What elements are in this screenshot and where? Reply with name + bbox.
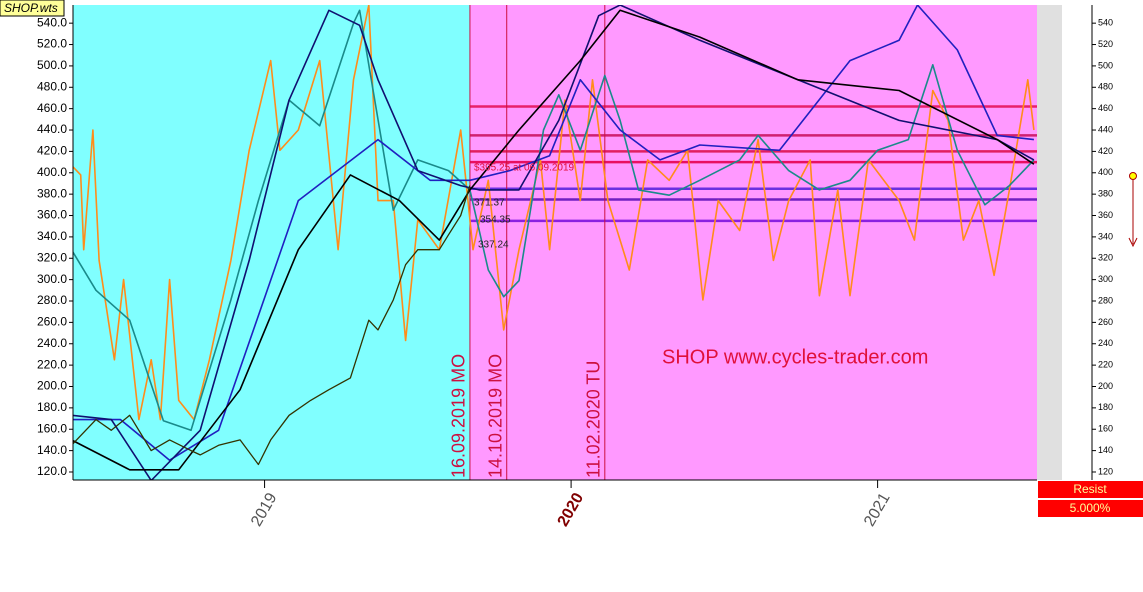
panel-value-box: [1038, 500, 1143, 517]
y-tick-label: 480.0: [37, 79, 67, 93]
y-tick-label: 180.0: [37, 400, 67, 414]
y2-tick-label: 120: [1098, 466, 1113, 476]
y-tick-label: 420.0: [37, 144, 67, 158]
y2-tick-label: 460: [1098, 103, 1113, 113]
series-line: [73, 9, 1035, 432]
y2-tick-label: 480: [1098, 82, 1113, 92]
panel-value: 5.000%: [1070, 501, 1111, 515]
y2-tick-label: 420: [1098, 146, 1113, 156]
y-tick-label: 540.0: [37, 15, 67, 29]
x-tick-label: 2020: [555, 490, 588, 529]
y2-tick-label: 500: [1098, 60, 1113, 70]
y-tick-label: 240.0: [37, 336, 67, 350]
watermark: SHOP www.cycles-trader.com: [662, 346, 928, 368]
y-tick-label: 260.0: [37, 315, 67, 329]
y-tick-label: 360.0: [37, 208, 67, 222]
y-tick-label: 500.0: [37, 58, 67, 72]
y2-tick-label: 400: [1098, 167, 1113, 177]
y-tick-label: 300.0: [37, 272, 67, 286]
y2-tick-label: 360: [1098, 210, 1113, 220]
annotation: 371.37: [474, 198, 505, 209]
y-tick-label: 340.0: [37, 229, 67, 243]
y2-tick-label: 280: [1098, 295, 1113, 305]
series-line: [73, 185, 471, 466]
y2-tick-label: 220: [1098, 359, 1113, 369]
y-tick-label: 140.0: [37, 443, 67, 457]
side-strip: [1037, 5, 1062, 480]
annotation: $395.25 at 06.09.2019: [474, 163, 575, 174]
header: SHOP.wts: [4, 1, 58, 15]
y-tick-label: 440.0: [37, 122, 67, 136]
y-tick-label: 220.0: [37, 357, 67, 371]
y2-tick-label: 520: [1098, 39, 1113, 49]
x-tick-label: 2019: [248, 490, 281, 529]
y-tick-label: 320.0: [37, 250, 67, 264]
series-line: [73, 5, 1035, 480]
series-line: [73, 5, 1034, 461]
plot-background: [73, 5, 1037, 480]
background-before: [73, 5, 470, 480]
x-tick-label: 2021: [861, 490, 894, 529]
plot-area: [73, 5, 1037, 480]
panel-title: Resist: [1073, 482, 1107, 496]
y2-tick-label: 260: [1098, 317, 1113, 327]
y-tick-label: 280.0: [37, 293, 67, 307]
y2-tick-label: 160: [1098, 424, 1113, 434]
arrow-head: [1128, 237, 1138, 248]
annotation: 337.24: [478, 240, 509, 251]
y2-tick-label: 380: [1098, 189, 1113, 199]
y2-tick-label: 320: [1098, 253, 1113, 263]
event-label: 16.09.2019 MO: [449, 354, 469, 478]
series-line: [73, 9, 1035, 471]
y2-tick-label: 240: [1098, 338, 1113, 348]
y2-tick-label: 340: [1098, 231, 1113, 241]
y2-tick-label: 200: [1098, 381, 1113, 391]
y-tick-label: 460.0: [37, 101, 67, 115]
panel-title-box: [1038, 481, 1143, 498]
y-tick-label: 200.0: [37, 379, 67, 393]
event-label: 14.10.2019 MO: [485, 354, 505, 478]
annotation: 354.35: [480, 215, 511, 226]
y-tick-label: 160.0: [37, 421, 67, 435]
y2-tick-label: 140: [1098, 445, 1113, 455]
price-marker: [1129, 172, 1137, 180]
event-label: 11.02.2020 TU: [584, 361, 604, 478]
header-box: [0, 0, 65, 17]
y-tick-label: 400.0: [37, 165, 67, 179]
y2-tick-label: 300: [1098, 274, 1113, 284]
background-after: [469, 5, 1037, 480]
y-tick-label: 520.0: [37, 37, 67, 51]
y-tick-label: 120.0: [37, 464, 67, 478]
y-tick-label: 380.0: [37, 186, 67, 200]
y2-tick-label: 540: [1098, 18, 1113, 28]
y2-tick-label: 440: [1098, 124, 1113, 134]
y2-tick-label: 180: [1098, 402, 1113, 412]
